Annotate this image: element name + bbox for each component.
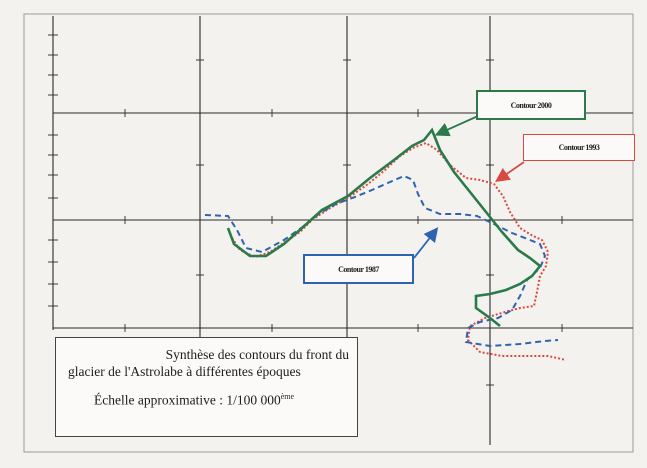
caption-scale-suffix: ème: [280, 392, 295, 401]
contour-2000-line: [226, 127, 542, 328]
caption-scale-text: Échelle approximative : 1/100 000: [94, 392, 281, 408]
caption-box: Synthèse des contours du front du glacie…: [55, 337, 358, 437]
contour-2000-label: Contour 2000: [476, 90, 586, 120]
contour-1987-label-text: Contour 1987: [338, 264, 379, 274]
contour-1993-label-text: Contour 1993: [558, 143, 600, 152]
caption-line-2: glacier de l'Astrolabe à différentes épo…: [68, 364, 301, 379]
caption-line-1: Synthèse des contours du front du: [165, 347, 349, 362]
contour-1993-line: [231, 141, 567, 361]
arrow-1987: [413, 227, 439, 259]
arrow-2000: [434, 115, 479, 137]
map-frame: [23, 13, 634, 453]
tick-marks: [48, 34, 563, 386]
contour-1987-label: Contour 1987: [303, 254, 414, 284]
arrow-1993: [495, 161, 525, 183]
contour-1993-label: Contour 1993: [523, 134, 635, 161]
caption-scale: Échelle approximative : 1/100 000ème: [94, 392, 349, 409]
contour-2000-label-text: Contour 2000: [510, 100, 552, 110]
